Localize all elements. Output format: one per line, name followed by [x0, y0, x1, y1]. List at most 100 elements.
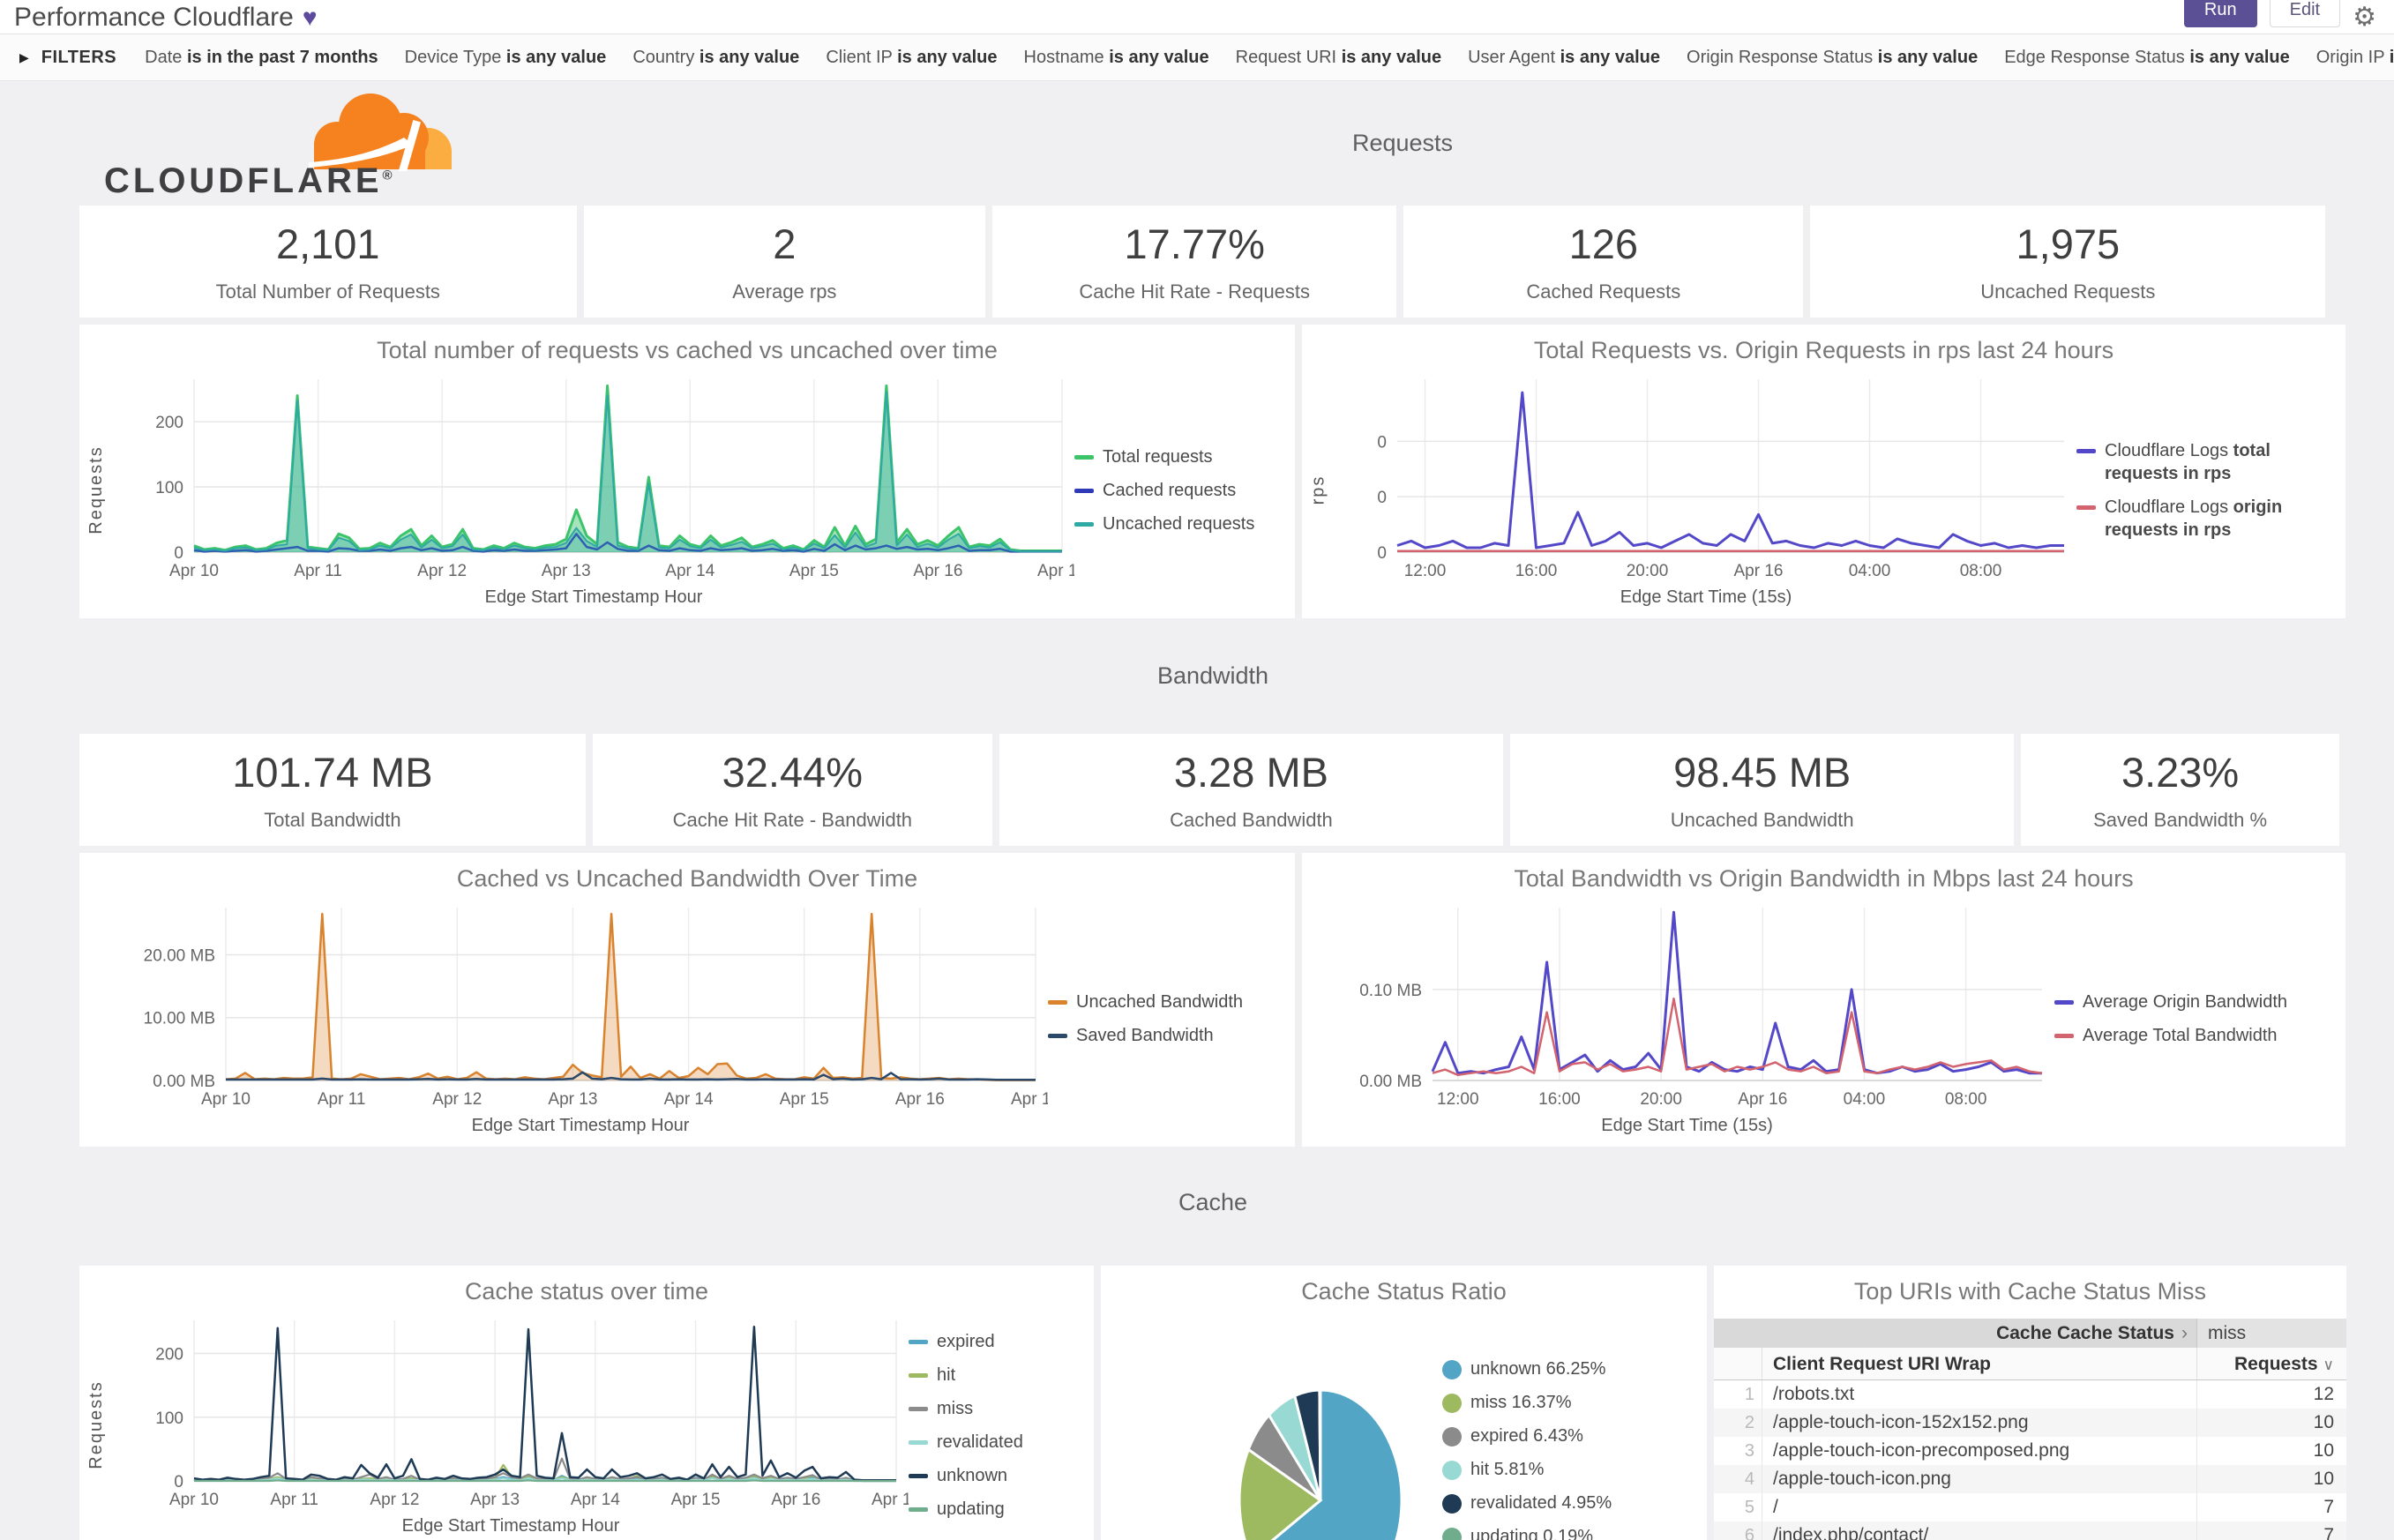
legend-item[interactable]: Average Total Bandwidth — [2054, 1024, 2338, 1047]
svg-text:Apr 16: Apr 16 — [895, 1090, 945, 1109]
table-row[interactable]: 2/apple-touch-icon-152x152.png 10 — [1714, 1409, 2346, 1437]
requests-over-time-plot[interactable]: Apr 10 Apr 11 Apr 12 Apr 13 Apr 14 Apr 15 Apr … — [113, 372, 1087, 584]
filter-item[interactable]: Device Type is any value — [404, 47, 607, 67]
kpi-tile[interactable]: 1,975 Uncached Requests — [1810, 206, 2326, 318]
cache-status-plot[interactable]: Apr 10 Apr 11 Apr 12 Apr 13 Apr 14 Apr 15 Apr … — [113, 1313, 921, 1513]
legend-dot — [1442, 1394, 1462, 1413]
kpi-tile[interactable]: 2 Average rps — [583, 206, 986, 318]
table-row[interactable]: 3/apple-touch-icon-precomposed.png 10 — [1714, 1437, 2346, 1465]
legend-swatch — [909, 1406, 928, 1411]
kpi-label: Average rps — [732, 280, 837, 303]
requests-column-header[interactable]: Requests ∨ — [2196, 1348, 2346, 1379]
filter-item[interactable]: Origin Response Status is any value — [1687, 47, 1979, 67]
kpi-tile[interactable]: 17.77% Cache Hit Rate - Requests — [992, 206, 1397, 318]
filter-item[interactable]: Date is in the past 7 months — [145, 47, 378, 67]
row-uri: /robots.txt — [1773, 1384, 1855, 1404]
kpi-value: 2,101 — [275, 221, 380, 267]
svg-text:200: 200 — [155, 414, 183, 432]
kpi-label: Cache Hit Rate - Requests — [1079, 280, 1311, 303]
kpi-tile[interactable]: 98.45 MB Uncached Bandwidth — [1510, 734, 2015, 846]
table-row[interactable]: 4/apple-touch-icon.png 10 — [1714, 1465, 2346, 1493]
chart-cache-status-over-time: Cache status over time Requests Apr 10 Ap… — [79, 1266, 1094, 1540]
legend-item[interactable]: unknown — [909, 1464, 1087, 1487]
legend-label: expired 6.43% — [1470, 1426, 1583, 1446]
filter-item[interactable]: Country is any value — [632, 47, 800, 67]
legend-item[interactable]: expired 6.43% — [1442, 1424, 1700, 1447]
kpi-tile[interactable]: 101.74 MB Total Bandwidth — [79, 734, 586, 846]
filters-expand-icon[interactable]: ▶ — [19, 49, 29, 64]
chart-cache-status-ratio: Cache Status Ratio unknown 66.25% miss 16… — [1101, 1266, 1707, 1540]
legend-item[interactable]: Uncached Bandwidth — [1048, 991, 1288, 1013]
chart-legend: Cloudflare Logs total requests in rps Clo… — [2076, 372, 2345, 608]
chart-title: Total Bandwidth vs Origin Bandwidth in M… — [1514, 865, 2134, 892]
legend-swatch — [1074, 521, 1094, 527]
legend-label: updating — [937, 1499, 1005, 1519]
kpi-value: 101.74 MB — [232, 749, 433, 796]
kpi-tile[interactable]: 2,101 Total Number of Requests — [79, 206, 577, 318]
svg-text:08:00: 08:00 — [1945, 1090, 1987, 1109]
legend-item[interactable]: updating — [909, 1498, 1087, 1521]
svg-text:20:00: 20:00 — [1640, 1090, 1682, 1109]
legend-item[interactable]: revalidated 4.95% — [1442, 1491, 1700, 1514]
row-number: 1 — [1714, 1380, 1762, 1409]
legend-item[interactable]: hit 5.81% — [1442, 1458, 1700, 1481]
filters-label[interactable]: FILTERS — [41, 47, 117, 67]
svg-text:Apr 14: Apr 14 — [664, 1090, 714, 1109]
y-axis-title: Requests — [86, 445, 106, 535]
legend-item[interactable]: Cached requests — [1074, 479, 1288, 502]
y-axis-title: rps — [1308, 475, 1328, 505]
legend-item[interactable]: hit — [909, 1364, 1087, 1387]
legend-dot — [1442, 1494, 1462, 1514]
chart-title: Total number of requests vs cached vs un… — [377, 337, 998, 363]
legend-item[interactable]: Uncached requests — [1074, 512, 1288, 535]
filter-item[interactable]: Origin IP is any value — [2315, 47, 2394, 67]
svg-text:Apr 16: Apr 16 — [1738, 1090, 1787, 1109]
svg-text:Apr 14: Apr 14 — [665, 562, 714, 580]
legend-item[interactable]: expired — [909, 1330, 1087, 1353]
chart-rps-last-24h: Total Requests vs. Origin Requests in rp… — [1302, 325, 2345, 618]
kpi-tile[interactable]: 126 Cached Requests — [1403, 206, 1804, 318]
settings-gear-icon[interactable]: ⚙ — [2353, 3, 2376, 32]
bandwidth-over-time-plot[interactable]: Apr 10 Apr 11 Apr 12 Apr 13 Apr 14 Apr 15 Apr … — [113, 901, 1060, 1112]
legend-item[interactable]: Cloudflare Logs origin requests in rps — [2076, 496, 2338, 542]
kpi-tile[interactable]: 3.28 MB Cached Bandwidth — [999, 734, 1504, 846]
svg-text:Apr 12: Apr 12 — [417, 562, 467, 580]
bandwidth-last-24h-plot[interactable]: 12:00 16:00 20:00 Apr 16 04:00 08:00 0.00 MB 0.… — [1320, 901, 2054, 1112]
filter-item[interactable]: Hostname is any value — [1023, 47, 1209, 67]
chart-title: Cached vs Uncached Bandwidth Over Time — [456, 865, 918, 892]
sort-caret-icon: ∨ — [2323, 1357, 2334, 1373]
table-row[interactable]: 6/index.php/contact/7 — [1714, 1521, 2346, 1540]
legend-item[interactable]: updating 0.19% — [1442, 1525, 1700, 1540]
svg-text:100: 100 — [155, 1409, 183, 1428]
run-button[interactable]: Run — [2183, 0, 2257, 27]
table-row[interactable]: 1/robots.txt 12 — [1714, 1380, 2346, 1409]
legend-item[interactable]: Total requests — [1074, 445, 1288, 468]
table-header-row: Client Request URI Wrap Requests ∨ — [1714, 1348, 2346, 1380]
legend-swatch — [2076, 448, 2096, 453]
legend-swatch — [1048, 999, 1067, 1005]
legend-item[interactable]: Average Origin Bandwidth — [2054, 991, 2338, 1013]
legend-item[interactable]: unknown 66.25% — [1442, 1357, 1700, 1380]
rps-last-24h-plot[interactable]: 12:00 16:00 20:00 Apr 16 04:00 08:00 0 0 0 — [1335, 372, 2076, 584]
filter-item[interactable]: Request URI is any value — [1235, 47, 1442, 67]
filter-item[interactable]: Edge Response Status is any value — [2004, 47, 2290, 67]
svg-text:0: 0 — [1377, 433, 1387, 452]
edit-button[interactable]: Edit — [2269, 0, 2341, 27]
pivot-label: Cache Cache Status › — [1714, 1319, 2196, 1348]
chart-bandwidth-last-24h: Total Bandwidth vs Origin Bandwidth in M… — [1302, 853, 2345, 1147]
legend-item[interactable]: revalidated — [909, 1431, 1087, 1454]
kpi-tile[interactable]: 32.44% Cache Hit Rate - Bandwidth — [592, 734, 992, 846]
filter-item[interactable]: Client IP is any value — [826, 47, 998, 67]
filter-item[interactable]: User Agent is any value — [1468, 47, 1661, 67]
legend-item[interactable]: Cloudflare Logs total requests in rps — [2076, 439, 2338, 485]
legend-swatch — [909, 1506, 928, 1512]
legend-item[interactable]: miss 16.37% — [1442, 1391, 1700, 1414]
legend-label: expired — [937, 1331, 995, 1351]
kpi-tile[interactable]: 3.23% Saved Bandwidth % — [2021, 734, 2339, 846]
legend-item[interactable]: Saved Bandwidth — [1048, 1024, 1288, 1047]
requests-charts-row: Total number of requests vs cached vs un… — [79, 325, 2346, 618]
legend-item[interactable]: miss — [909, 1397, 1087, 1420]
table-row[interactable]: 5 / 7 — [1714, 1493, 2346, 1521]
svg-text:Apr 17: Apr 17 — [1011, 1090, 1048, 1109]
cache-status-pie[interactable] — [1101, 1313, 1442, 1540]
